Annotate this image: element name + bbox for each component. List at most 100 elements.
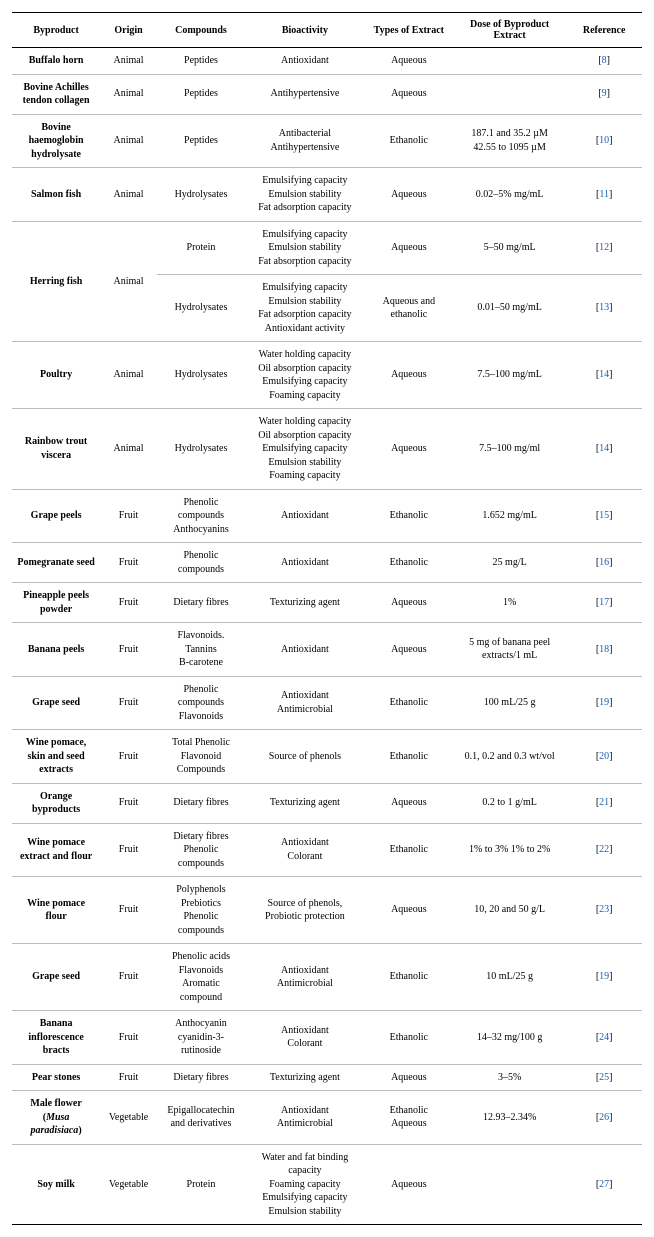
cell-byproduct: Bovine haemoglobin hydrolysate	[12, 114, 100, 168]
cell-origin: Animal	[100, 342, 157, 409]
table-row: Buffalo hornAnimalPeptidesAntioxidantAqu…	[12, 48, 642, 75]
reference-link[interactable]: 18	[599, 644, 609, 655]
cell-bioactivity: Water and fat binding capacityFoaming ca…	[245, 1144, 365, 1225]
reference-link[interactable]: 12	[599, 242, 609, 253]
table-header-row: Byproduct Origin Compounds Bioactivity T…	[12, 13, 642, 48]
cell-byproduct: Male flower (Musa paradisiaca)	[12, 1091, 100, 1145]
reference-link[interactable]: 17	[599, 597, 609, 608]
cell-dose: 3–5%	[453, 1064, 566, 1091]
cell-bioactivity: Source of phenols,Probiotic protection	[245, 877, 365, 944]
cell-byproduct: Grape peels	[12, 489, 100, 543]
cell-reference: [25]	[566, 1064, 642, 1091]
reference-link[interactable]: 22	[599, 844, 609, 855]
reference-link[interactable]: 9	[602, 88, 607, 99]
cell-bioactivity: Texturizing agent	[245, 583, 365, 623]
header-origin: Origin	[100, 13, 157, 48]
cell-reference: [15]	[566, 489, 642, 543]
cell-dose: 5–50 mg/mL	[453, 221, 566, 275]
cell-bioactivity: Antioxidant	[245, 48, 365, 75]
reference-link[interactable]: 25	[599, 1072, 609, 1083]
cell-extract: Aqueous	[365, 74, 453, 114]
reference-link[interactable]: 8	[602, 55, 607, 66]
reference-link[interactable]: 23	[599, 904, 609, 915]
cell-extract: Ethanolic	[365, 489, 453, 543]
reference-link[interactable]: 14	[599, 443, 609, 454]
cell-extract: Aqueous	[365, 1064, 453, 1091]
cell-bioactivity: AntioxidantAntimicrobial	[245, 676, 365, 730]
reference-link[interactable]: 27	[599, 1179, 609, 1190]
cell-dose: 12.93–2.34%	[453, 1091, 566, 1145]
cell-extract: EthanolicAqueous	[365, 1091, 453, 1145]
table-row: Wine pomace extract and flourFruitDietar…	[12, 823, 642, 877]
cell-compounds: Dietary fibres	[157, 583, 245, 623]
cell-origin: Fruit	[100, 623, 157, 677]
reference-link[interactable]: 10	[599, 135, 609, 146]
table-row: Salmon fishAnimalHydrolysatesEmulsifying…	[12, 168, 642, 222]
header-compounds: Compounds	[157, 13, 245, 48]
cell-extract: Aqueous	[365, 409, 453, 490]
reference-link[interactable]: 20	[599, 751, 609, 762]
cell-byproduct: Banana inflorescence bracts	[12, 1011, 100, 1065]
cell-extract: Ethanolic	[365, 730, 453, 784]
cell-reference: [19]	[566, 676, 642, 730]
table-row: Rainbow trout visceraAnimalHydrolysatesW…	[12, 409, 642, 490]
cell-dose: 7.5–100 mg/mL	[453, 342, 566, 409]
cell-compounds: Anthocyanin cyanidin-3-rutinoside	[157, 1011, 245, 1065]
table-row: Grape seedFruitPhenolic compoundsFlavono…	[12, 676, 642, 730]
reference-link[interactable]: 15	[599, 510, 609, 521]
cell-reference: [9]	[566, 74, 642, 114]
cell-reference: [24]	[566, 1011, 642, 1065]
reference-link[interactable]: 21	[599, 797, 609, 808]
cell-extract: Ethanolic	[365, 114, 453, 168]
cell-dose: 1.652 mg/mL	[453, 489, 566, 543]
reference-link[interactable]: 14	[599, 369, 609, 380]
reference-link[interactable]: 26	[599, 1112, 609, 1123]
cell-compounds: Phenolic compoundsAnthocyanins	[157, 489, 245, 543]
cell-reference: [19]	[566, 944, 642, 1011]
cell-byproduct: Herring fish	[12, 221, 100, 342]
cell-byproduct: Bovine Achilles tendon collagen	[12, 74, 100, 114]
cell-dose: 1% to 3% 1% to 2%	[453, 823, 566, 877]
cell-reference: [23]	[566, 877, 642, 944]
cell-compounds: Hydrolysates	[157, 275, 245, 342]
byproducts-table: Byproduct Origin Compounds Bioactivity T…	[12, 12, 642, 1225]
reference-link[interactable]: 16	[599, 557, 609, 568]
table-row: PoultryAnimalHydrolysatesWater holding c…	[12, 342, 642, 409]
cell-bioactivity: Source of phenols	[245, 730, 365, 784]
cell-compounds: Dietary fibres	[157, 1064, 245, 1091]
cell-byproduct: Rainbow trout viscera	[12, 409, 100, 490]
cell-byproduct: Poultry	[12, 342, 100, 409]
cell-byproduct: Soy milk	[12, 1144, 100, 1225]
cell-bioactivity: Emulsifying capacityEmulsion stabilityFa…	[245, 168, 365, 222]
cell-byproduct: Orange byproducts	[12, 783, 100, 823]
table-row: Bovine haemoglobin hydrolysateAnimalPept…	[12, 114, 642, 168]
cell-origin: Fruit	[100, 730, 157, 784]
cell-bioactivity: AntibacterialAntihypertensive	[245, 114, 365, 168]
header-dose: Dose of Byproduct Extract	[453, 13, 566, 48]
reference-link[interactable]: 11	[599, 189, 609, 200]
cell-compounds: Peptides	[157, 74, 245, 114]
table-row: Banana peelsFruitFlavonoids.TanninsB-car…	[12, 623, 642, 677]
reference-link[interactable]: 24	[599, 1032, 609, 1043]
cell-compounds: PolyphenolsPrebioticsPhenolic compounds	[157, 877, 245, 944]
reference-link[interactable]: 19	[599, 697, 609, 708]
cell-byproduct: Wine pomace, skin and seed extracts	[12, 730, 100, 784]
table-row: Pineapple peels powderFruitDietary fibre…	[12, 583, 642, 623]
cell-reference: [14]	[566, 409, 642, 490]
cell-compounds: Peptides	[157, 114, 245, 168]
cell-dose: 10, 20 and 50 g/L	[453, 877, 566, 944]
table-row: Grape seedFruitPhenolic acidsFlavonoidsA…	[12, 944, 642, 1011]
cell-bioactivity: Antioxidant	[245, 623, 365, 677]
cell-bioactivity: AntioxidantAntimicrobial	[245, 1091, 365, 1145]
cell-extract: Ethanolic	[365, 543, 453, 583]
cell-reference: [10]	[566, 114, 642, 168]
cell-bioactivity: Emulsifying capacityEmulsion stabilityFa…	[245, 221, 365, 275]
cell-compounds: Total PhenolicFlavonoidCompounds	[157, 730, 245, 784]
cell-bioactivity: Water holding capacityOil absorption cap…	[245, 409, 365, 490]
reference-link[interactable]: 19	[599, 971, 609, 982]
header-byproduct: Byproduct	[12, 13, 100, 48]
cell-dose	[453, 48, 566, 75]
cell-reference: [16]	[566, 543, 642, 583]
reference-link[interactable]: 13	[599, 302, 609, 313]
cell-origin: Vegetable	[100, 1091, 157, 1145]
